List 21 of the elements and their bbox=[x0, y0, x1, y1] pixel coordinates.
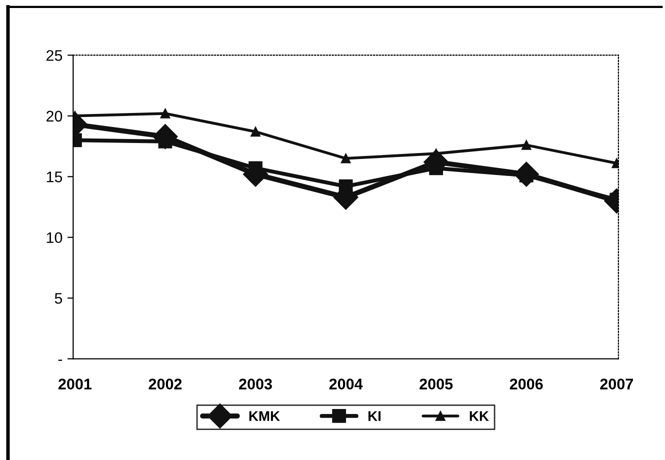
x-tick-label: 2007 bbox=[600, 378, 633, 390]
x-tick-label: 2002 bbox=[148, 378, 182, 390]
legend-label: KMK bbox=[249, 411, 280, 421]
legend-label: KI bbox=[368, 411, 381, 421]
point bbox=[340, 154, 351, 164]
y-tick-label: 15 bbox=[46, 172, 62, 182]
x-tick-label: 2003 bbox=[239, 378, 272, 390]
point bbox=[522, 140, 532, 150]
y-tick-label: 25 bbox=[46, 50, 62, 61]
x-tick-label: 2001 bbox=[58, 378, 92, 390]
point bbox=[250, 126, 260, 137]
legend-label: KK bbox=[470, 411, 489, 421]
y-tick-label: 20 bbox=[46, 110, 62, 122]
y-tick-label: 10 bbox=[46, 232, 62, 244]
y-tick-label: 5 bbox=[54, 293, 62, 304]
point bbox=[160, 108, 170, 118]
x-tick-label: 2004 bbox=[329, 378, 363, 390]
x-tick-label: 2006 bbox=[510, 378, 543, 390]
point bbox=[338, 179, 353, 194]
y-tick-label: - bbox=[58, 360, 62, 361]
x-tick-label: 2005 bbox=[420, 378, 453, 390]
